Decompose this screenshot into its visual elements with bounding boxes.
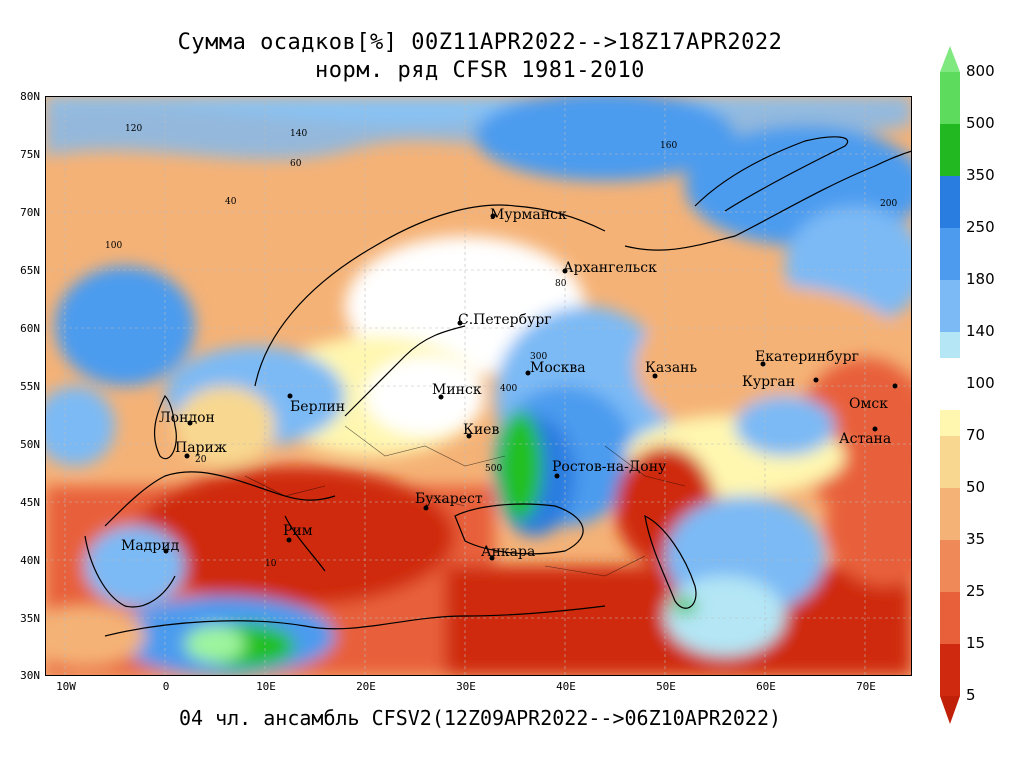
lon-label: 40E (556, 680, 576, 693)
city-arkhangelsk: Архангельск (563, 260, 657, 276)
contour-label: 500 (485, 464, 502, 474)
colorbar-label: 250 (966, 218, 995, 236)
coastline-caspian (644, 514, 697, 609)
city-moscow: Москва (530, 360, 586, 376)
colorbar-label: 50 (966, 478, 986, 496)
colorbar-label: 70 (966, 426, 986, 444)
lat-label: 40N (20, 554, 40, 567)
coastline-novaya-zemlya (694, 136, 849, 212)
contour-label: 40 (225, 197, 237, 207)
border-lines (244, 425, 686, 577)
city-omsk: Омск (849, 396, 888, 412)
coastline-north-africa (104, 605, 606, 637)
precipitation-map: Мурманск Архангельск С.Петербург Москва … (45, 96, 912, 676)
contour-label: 120 (125, 124, 142, 134)
city-ankara: Анкара (481, 544, 535, 560)
colorbar-label: 350 (966, 166, 995, 184)
city-rome: Рим (283, 523, 313, 539)
contour-label: 10 (265, 559, 277, 569)
contour-label: 60 (290, 159, 302, 169)
coastline-baltic (344, 325, 466, 417)
city-berlin: Берлин (290, 399, 345, 415)
lat-label: 45N (20, 496, 40, 509)
city-minsk: Минск (432, 382, 482, 398)
colorbar-bottom-arrow (940, 696, 960, 724)
city-bucharest: Бухарест (415, 491, 483, 507)
colorbar-label: 15 (966, 634, 986, 652)
colorbar-label: 25 (966, 582, 986, 600)
contour-label: 140 (290, 129, 307, 139)
coastline-europe (104, 471, 336, 527)
lat-label: 70N (20, 206, 40, 219)
lon-label: 60E (756, 680, 776, 693)
coastline-uk (154, 394, 177, 460)
city-astana: Астана (839, 431, 891, 447)
lat-label: 80N (20, 90, 40, 103)
city-kazan: Казань (645, 360, 697, 376)
lat-label: 35N (20, 612, 40, 625)
lat-label: 55N (20, 380, 40, 393)
colorbar-label: 180 (966, 270, 995, 288)
colorbar-label: 35 (966, 530, 986, 548)
colorbar-label: 5 (966, 686, 976, 704)
lon-label: 70E (856, 680, 876, 693)
city-london: Лондон (159, 410, 215, 426)
colorbar-label: 500 (966, 114, 995, 132)
coastline-iberia (84, 535, 176, 608)
colorbar-label: 140 (966, 322, 995, 340)
city-murmansk: Мурманск (490, 207, 567, 223)
contour-label: 80 (555, 279, 567, 289)
colorbar-label: 800 (966, 62, 995, 80)
lon-label: 0 (162, 680, 170, 693)
lon-label: 20E (356, 680, 376, 693)
colorbar-top-arrow (940, 46, 960, 72)
ensemble-footer: 04 чл. ансамбль CFSV2(12Z09APR2022-->06Z… (178, 706, 782, 730)
coastline-russia-arctic (624, 150, 912, 251)
colorbar-label: 100 (966, 374, 995, 392)
contour-label: 200 (880, 199, 897, 209)
lon-label: 10W (56, 680, 76, 693)
colorbar (940, 46, 960, 724)
contour-label: 300 (530, 352, 547, 362)
coastline-scandinavia (254, 204, 606, 387)
lat-label: 75N (20, 148, 40, 161)
contour-label: 100 (105, 241, 122, 251)
lon-label: 10E (256, 680, 276, 693)
lon-label: 50E (656, 680, 676, 693)
city-kurgan: Курган (742, 374, 795, 390)
lat-label: 60N (20, 322, 40, 335)
contour-label: 160 (660, 141, 677, 151)
contour-label: 400 (500, 384, 517, 394)
city-rostov: Ростов-на-Дону (552, 459, 667, 475)
city-kiev: Киев (463, 422, 499, 438)
lat-label: 50N (20, 438, 40, 451)
lat-label: 65N (20, 264, 40, 277)
coastline-black-sea (454, 503, 584, 555)
map-title: Сумма осадков[%] 00Z11APR2022-->18Z17APR… (177, 30, 783, 55)
city-spb: С.Петербург (458, 312, 552, 328)
city-paris: Париж (175, 440, 227, 456)
contour-label: 20 (195, 455, 207, 465)
map-subtitle: норм. ряд CFSR 1981-2010 (315, 58, 645, 83)
city-madrid: Мадрид (121, 538, 180, 554)
city-ekaterinburg: Екатеринбург (755, 349, 859, 365)
lat-label: 30N (20, 669, 40, 682)
coastline-italy (284, 515, 326, 572)
lon-label: 30E (456, 680, 476, 693)
